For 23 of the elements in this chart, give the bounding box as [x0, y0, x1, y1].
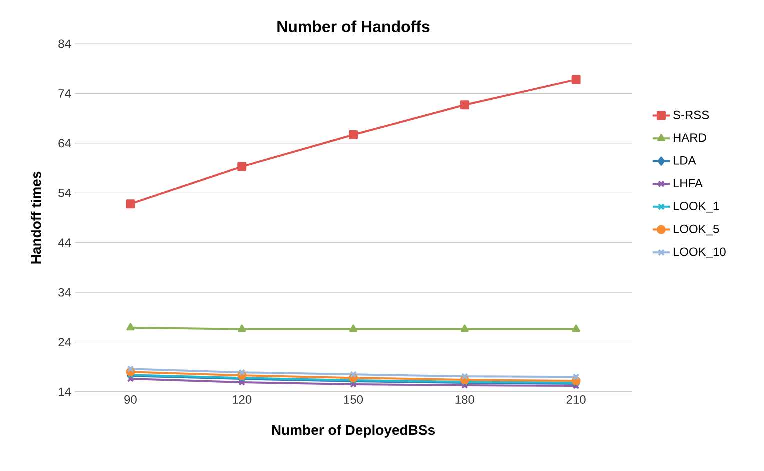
- y-tick-label: 34: [58, 288, 72, 297]
- x-axis-title: Number of DeployedBSs: [272, 424, 435, 438]
- legend-label: LOOK_1: [674, 202, 720, 213]
- y-tick-label: 64: [58, 139, 72, 148]
- x-tick-label: 90: [124, 396, 137, 404]
- y-tick-label: 74: [58, 90, 72, 98]
- x-tick-label: 150: [344, 396, 364, 404]
- legend-label: S-RSS: [674, 110, 710, 120]
- y-tick-label: 24: [58, 338, 72, 346]
- legend-label: HARD: [674, 134, 706, 142]
- x-tick-label: 180: [456, 396, 474, 404]
- y-tick-label: 84: [58, 40, 72, 48]
- legend-label: LHFA: [674, 179, 703, 188]
- x-tick-label: 120: [233, 396, 252, 404]
- legend-label: LOOK_10: [674, 248, 726, 258]
- legend-label: LOOK_5: [674, 224, 720, 236]
- y-tick-label: 54: [58, 188, 72, 198]
- y-axis-title: Handoff times: [30, 172, 42, 264]
- y-tick-label: 14: [59, 388, 72, 396]
- legend-label: LDA: [674, 156, 696, 165]
- x-tick-label: 210: [566, 396, 586, 404]
- chart-title: Number of Handoffs: [278, 20, 430, 32]
- y-tick-label: 44: [58, 238, 72, 247]
